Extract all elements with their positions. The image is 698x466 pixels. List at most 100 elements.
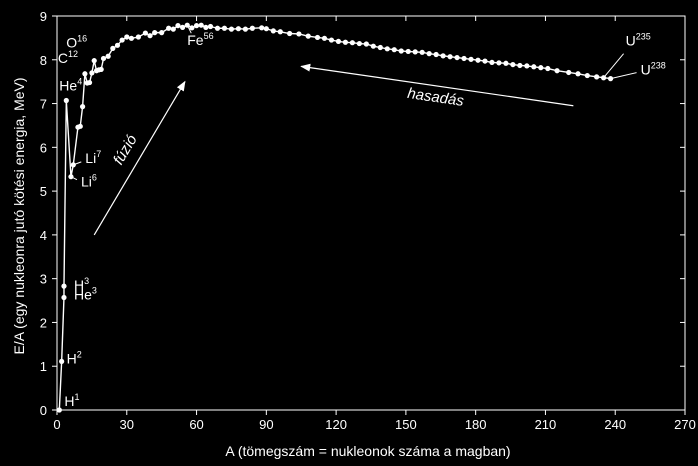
data-point	[152, 30, 158, 36]
annotation-leader	[603, 53, 624, 79]
data-point	[545, 65, 551, 72]
data-point	[405, 48, 411, 55]
data-point	[538, 65, 544, 71]
data-point	[228, 26, 235, 32]
data-point	[263, 26, 269, 32]
data-point	[147, 33, 153, 39]
nuclide-label-u238: U238	[641, 61, 666, 78]
nuclide-label-li6: Li6	[81, 173, 97, 190]
plot-area: 0 30 60 90 120 150 180 210 240 270 0 1 2 3 4 5 6 7 8 9 H1 H2 H…	[40, 9, 696, 432]
y-tick-label: 1	[40, 359, 47, 374]
data-point	[105, 53, 111, 59]
data-point	[79, 104, 86, 110]
data-point	[203, 24, 209, 30]
x-tick-label: 210	[535, 417, 557, 432]
data-point	[170, 26, 176, 32]
data-point	[468, 56, 474, 62]
data-point	[68, 174, 74, 180]
data-point	[175, 23, 181, 29]
data-point	[198, 22, 204, 28]
data-point	[349, 40, 355, 46]
data-point	[475, 57, 481, 63]
data-point	[166, 25, 172, 31]
data-point	[335, 38, 342, 44]
x-tick-label: 60	[189, 417, 203, 432]
x-tick-label: 30	[120, 417, 134, 432]
data-point	[61, 294, 67, 301]
nuclide-label-c12: C12	[58, 49, 78, 66]
data-point	[296, 31, 302, 37]
nuclide-label-he3: He3	[74, 285, 97, 302]
data-point	[114, 42, 121, 48]
nuclide-label-u235: U235	[626, 32, 651, 49]
data-point	[454, 54, 460, 61]
y-tick-label: 8	[40, 53, 47, 68]
y-tick-label: 6	[40, 140, 47, 155]
nuclide-label-li7: Li7	[85, 149, 101, 166]
data-point	[482, 58, 488, 64]
data-point	[63, 97, 69, 104]
annotation-leader	[186, 24, 192, 34]
data-point	[566, 69, 572, 76]
data-point	[554, 68, 560, 74]
data-point	[235, 26, 242, 32]
data-point	[370, 43, 376, 49]
nuclide-label-fe56: Fe56	[187, 31, 213, 48]
y-tick-label: 5	[40, 184, 47, 199]
plot-frame	[56, 15, 686, 411]
data-point	[135, 34, 142, 40]
data-point	[510, 61, 516, 68]
data-point	[398, 48, 404, 54]
y-tick-label: 7	[40, 97, 47, 112]
data-point	[391, 47, 397, 53]
annotation-leader	[73, 161, 82, 166]
data-point	[384, 46, 390, 52]
data-point	[594, 74, 600, 80]
data-point	[180, 24, 186, 30]
data-point	[184, 22, 190, 28]
data-point	[321, 35, 328, 41]
nuclide-label-he4: He4	[59, 76, 82, 93]
data-point	[259, 25, 265, 31]
nuclide-label-h2: H2	[67, 349, 82, 366]
y-tick-label: 4	[40, 228, 47, 243]
data-point	[249, 25, 255, 31]
data-point	[419, 49, 425, 55]
data-point	[447, 54, 453, 60]
nuclide-label-o16: O16	[66, 34, 87, 51]
data-point	[461, 55, 467, 62]
data-point	[110, 45, 116, 51]
data-point	[426, 51, 432, 57]
data-point	[89, 70, 95, 76]
x-tick-label: 90	[259, 417, 273, 432]
x-tick-label: 180	[465, 417, 487, 432]
y-tick-label: 2	[40, 315, 47, 330]
data-point	[440, 53, 446, 59]
x-axis-title: A (tömegszám = nukleonok száma a magban)	[225, 443, 510, 459]
data-point	[342, 39, 349, 45]
data-point	[412, 49, 418, 55]
data-point	[503, 60, 509, 66]
x-tick-label: 120	[325, 417, 347, 432]
y-tick-label: 3	[40, 272, 47, 287]
data-point	[98, 66, 104, 73]
data-point	[305, 33, 311, 39]
data-point	[77, 123, 83, 129]
data-point	[377, 44, 383, 51]
nuclide-label-h1: H1	[64, 392, 79, 409]
x-tick-label: 150	[395, 417, 417, 432]
data-point	[86, 79, 93, 86]
annotation-leader	[610, 72, 637, 80]
data-point	[124, 34, 130, 40]
data-point	[489, 59, 495, 66]
y-axis-title: E/A (egy nukleonra jutó kötési energia, …	[11, 77, 27, 354]
x-tick-label: 240	[604, 417, 626, 432]
nuclide-label-h3: H3	[74, 276, 89, 293]
y-tick-label: 9	[40, 9, 47, 24]
data-point	[277, 29, 283, 35]
data-point	[496, 60, 502, 66]
data-point	[59, 358, 65, 365]
data-point	[193, 23, 200, 29]
data-point	[189, 25, 195, 31]
